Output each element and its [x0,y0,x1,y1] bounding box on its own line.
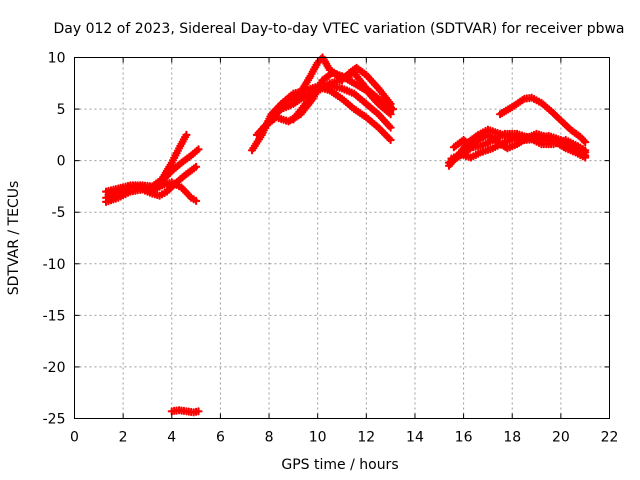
x-tick-label: 16 [455,430,473,446]
series-markers [289,63,395,124]
x-tick-label: 22 [601,430,619,446]
y-tick-label: 5 [57,102,66,118]
series-arc4-d [496,93,590,147]
x-tick-label: 2 [119,430,128,446]
series-markers [496,93,590,147]
series-markers [104,178,201,205]
y-tick-label: -20 [43,360,66,376]
series-arc1-c [102,162,201,206]
x-tick-label: 12 [357,430,375,446]
y-tick-label: 0 [57,154,66,170]
x-tick-label: 20 [552,430,570,446]
series-arc4-e [444,129,590,167]
chart-title: Day 012 of 2023, Sidereal Day-to-day VTE… [53,21,624,37]
y-tick-label: -25 [43,412,66,428]
series-markers [167,406,203,417]
data-series [102,53,590,417]
series-arc2-short [167,406,203,417]
x-tick-label: 6 [216,430,225,446]
x-tick-label: 10 [309,430,327,446]
y-tick-label: -15 [43,308,66,324]
x-tick-label: 8 [265,430,274,446]
x-tick-label: 4 [167,430,176,446]
y-tick-label: -5 [52,205,66,221]
series-markers [444,129,590,167]
x-tick-label: 0 [70,430,79,446]
y-tick-label: 10 [48,51,66,67]
x-axis-label: GPS time / hours [281,457,398,473]
axis-ticks: 0 2 4 6 8 10 12 14 16 18 20 22 -25 -20 -15 -10 -5 0 5 10 [43,51,619,446]
y-tick-label: -10 [43,257,66,273]
plot-frame [74,57,610,419]
series-arc3-e [289,63,395,124]
x-tick-label: 14 [406,430,424,446]
y-axis-label: SDTVAR / TECUs [6,181,22,296]
series-arc1-d [104,178,201,205]
x-tick-label: 18 [503,430,521,446]
